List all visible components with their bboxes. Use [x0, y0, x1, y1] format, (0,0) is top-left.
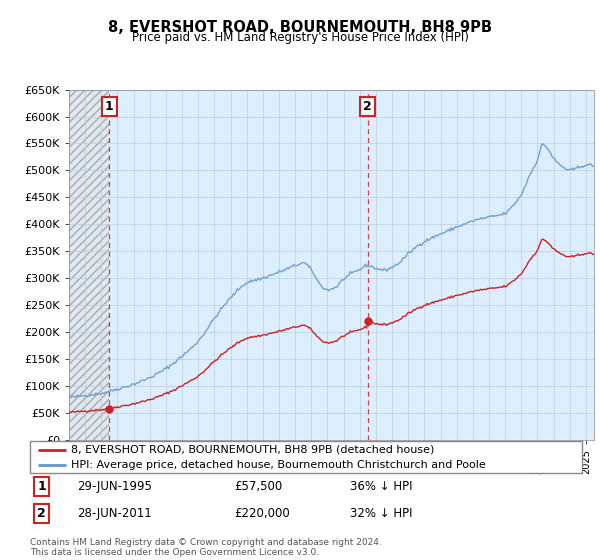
Text: 1: 1 [37, 480, 46, 493]
Text: 36% ↓ HPI: 36% ↓ HPI [350, 480, 413, 493]
Text: £220,000: £220,000 [234, 507, 290, 520]
Text: 8, EVERSHOT ROAD, BOURNEMOUTH, BH8 9PB (detached house): 8, EVERSHOT ROAD, BOURNEMOUTH, BH8 9PB (… [71, 445, 435, 455]
Text: 1: 1 [105, 100, 114, 113]
Text: 8, EVERSHOT ROAD, BOURNEMOUTH, BH8 9PB: 8, EVERSHOT ROAD, BOURNEMOUTH, BH8 9PB [108, 20, 492, 35]
Text: £57,500: £57,500 [234, 480, 283, 493]
Text: 29-JUN-1995: 29-JUN-1995 [77, 480, 152, 493]
Text: 32% ↓ HPI: 32% ↓ HPI [350, 507, 413, 520]
Text: 2: 2 [364, 100, 372, 113]
Text: Price paid vs. HM Land Registry's House Price Index (HPI): Price paid vs. HM Land Registry's House … [131, 31, 469, 44]
Text: HPI: Average price, detached house, Bournemouth Christchurch and Poole: HPI: Average price, detached house, Bour… [71, 460, 486, 470]
Text: 2: 2 [37, 507, 46, 520]
Text: 28-JUN-2011: 28-JUN-2011 [77, 507, 152, 520]
Text: Contains HM Land Registry data © Crown copyright and database right 2024.
This d: Contains HM Land Registry data © Crown c… [30, 538, 382, 557]
Bar [69, 90, 109, 440]
